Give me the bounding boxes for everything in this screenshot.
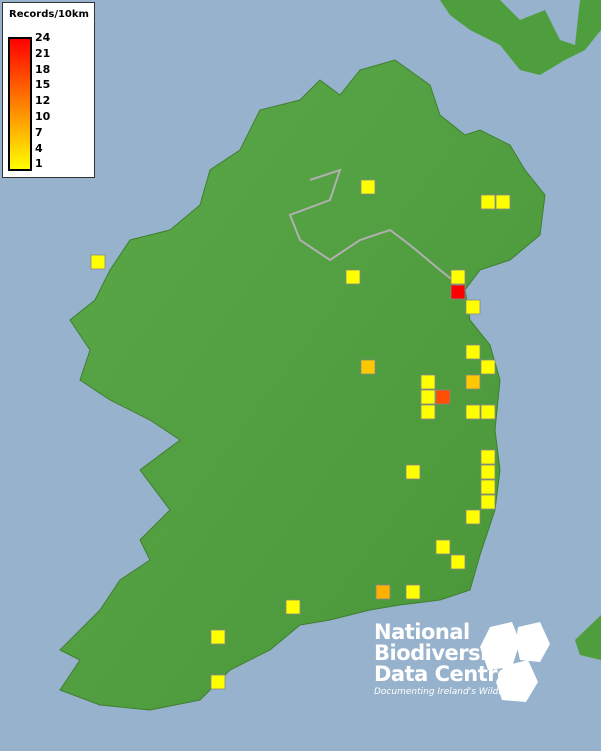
grid-square[interactable] <box>465 509 481 525</box>
grid-square[interactable] <box>465 374 481 390</box>
grid-square[interactable] <box>435 539 451 555</box>
ni-border <box>288 168 466 291</box>
grid-squares-layer <box>90 179 511 690</box>
grid-square[interactable] <box>90 254 106 270</box>
grid-square[interactable] <box>210 674 226 690</box>
grid-square[interactable] <box>405 584 421 600</box>
grid-square[interactable] <box>480 404 496 420</box>
grid-square[interactable] <box>480 494 496 510</box>
grid-square[interactable] <box>210 629 226 645</box>
grid-square[interactable] <box>495 194 511 210</box>
grid-square[interactable] <box>435 389 451 405</box>
nbdc-logo: National Biodiversity Data Centre Docume… <box>374 620 513 698</box>
grid-square[interactable] <box>360 179 376 195</box>
hexagon-logo-icon <box>480 622 550 702</box>
grid-square[interactable] <box>375 584 391 600</box>
logo-line-2: Biodiversity <box>374 641 510 665</box>
grid-square[interactable] <box>420 374 436 390</box>
legend: Records/10km 24 21 18 15 12 10 7 4 1 <box>2 2 95 178</box>
logo-tagline: Documenting Ireland's Wildlife <box>374 687 513 697</box>
grid-square[interactable] <box>450 284 466 300</box>
grid-square[interactable] <box>345 269 361 285</box>
legend-color-ramp <box>8 37 32 171</box>
grid-square[interactable] <box>420 404 436 420</box>
scotland-island <box>575 615 601 660</box>
logo-line-1: National <box>374 620 470 644</box>
legend-tick-label: 12 <box>35 94 51 108</box>
grid-square[interactable] <box>450 269 466 285</box>
legend-tick-label: 1 <box>35 157 43 171</box>
grid-square[interactable] <box>480 449 496 465</box>
grid-square[interactable] <box>285 599 301 615</box>
grid-square[interactable] <box>465 404 481 420</box>
grid-square[interactable] <box>405 464 421 480</box>
grid-square[interactable] <box>465 299 481 315</box>
legend-tick-label: 24 <box>35 31 51 44</box>
ireland-landmass <box>59 59 546 711</box>
grid-square[interactable] <box>480 194 496 210</box>
legend-title: Records/10km <box>9 9 89 20</box>
grid-square[interactable] <box>360 359 376 375</box>
grid-square[interactable] <box>420 389 436 405</box>
legend-tick-label: 18 <box>35 62 51 76</box>
scotland-landmass <box>440 0 601 75</box>
grid-square[interactable] <box>480 464 496 480</box>
legend-tick-label: 15 <box>35 78 51 92</box>
legend-tick-label: 21 <box>35 46 51 60</box>
legend-tick-label: 7 <box>35 125 43 139</box>
grid-square[interactable] <box>480 359 496 375</box>
grid-square[interactable] <box>450 554 466 570</box>
grid-square[interactable] <box>465 344 481 360</box>
grid-square[interactable] <box>480 479 496 495</box>
legend-tick-label: 10 <box>35 110 51 123</box>
legend-tick-label: 4 <box>35 141 43 155</box>
logo-line-3: Data Centre <box>374 662 511 686</box>
